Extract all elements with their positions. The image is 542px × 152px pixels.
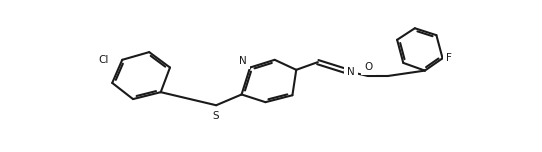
Text: Cl: Cl (99, 55, 109, 65)
Text: F: F (447, 53, 452, 63)
Text: S: S (213, 111, 220, 121)
Text: O: O (365, 62, 373, 72)
Text: N: N (239, 56, 247, 66)
Text: N: N (347, 67, 355, 77)
